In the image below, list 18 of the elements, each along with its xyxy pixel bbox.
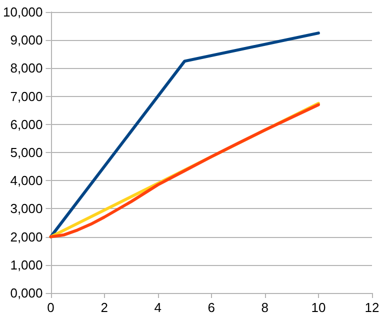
y-tick-label: 0,000	[10, 286, 43, 300]
y-tick-label: 6,000	[10, 116, 43, 132]
y-tick-label: 5,000	[10, 145, 43, 160]
y-tick-label: 9,000	[10, 32, 43, 48]
y-tick-label: 7,000	[10, 88, 43, 104]
y-tick-label: 3,000	[10, 201, 43, 216]
y-tick-label: 2,000	[10, 229, 43, 244]
x-tick-label: 12	[364, 300, 380, 315]
y-tick-label: 8,000	[10, 60, 43, 76]
x-tick-label: 8	[261, 300, 269, 315]
y-tick-label: 4,000	[10, 173, 43, 188]
y-tick-label: 10,000	[2, 4, 43, 20]
x-tick-label: 4	[154, 300, 162, 315]
x-tick-label: 6	[208, 300, 215, 315]
x-tick-label: 0	[47, 300, 54, 315]
y-tick-label: 1,000	[10, 257, 43, 272]
x-tick-label: 10	[311, 300, 326, 315]
x-tick-label: 2	[100, 300, 108, 315]
